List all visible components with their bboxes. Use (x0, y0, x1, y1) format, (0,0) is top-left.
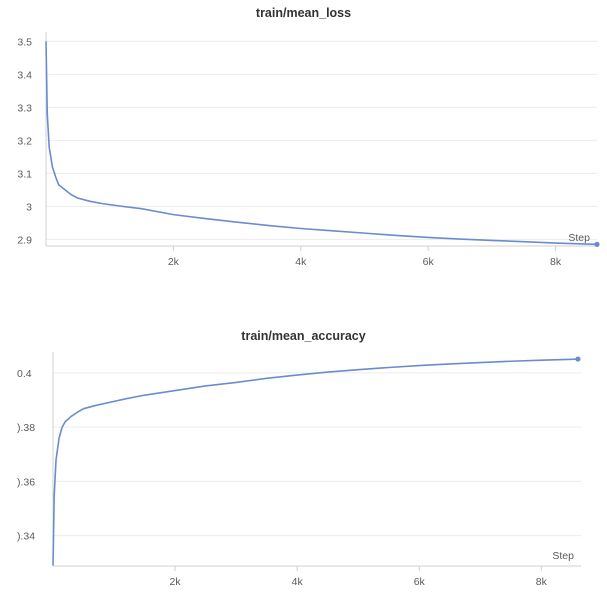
loss-x-tick-label: 6k (423, 256, 435, 268)
accuracy-last-point (575, 356, 581, 362)
accuracy-chart: ).34 ).36 ).38 0.4 2k 4k 6k 8k Step (17, 352, 581, 588)
loss-y-tick-label: 3.2 (17, 135, 32, 147)
accuracy-y-tick-label: ).38 (17, 422, 35, 434)
accuracy-y-tick-label: ).36 (17, 476, 35, 488)
accuracy-chart-title: train/mean_accuracy (241, 329, 366, 343)
accuracy-x-axis-label: Step (552, 550, 574, 562)
loss-y-tick-label: 3 (26, 201, 32, 213)
accuracy-x-tick-label: 2k (170, 576, 182, 588)
loss-y-tick-label: 3.1 (17, 168, 32, 180)
loss-x-tick-label: 2k (168, 256, 180, 268)
loss-x-tick-label: 4k (295, 256, 307, 268)
loss-y-tick-label: 3.4 (17, 69, 32, 81)
accuracy-x-tick-label: 8k (536, 576, 548, 588)
loss-y-tick-label: 2.9 (17, 234, 32, 246)
loss-last-point (594, 241, 600, 247)
loss-y-tick-label: 3.3 (17, 102, 32, 114)
loss-chart: 2.9 3 3.1 3.2 3.3 3.4 3.5 2k 4k 6k 8k Step (17, 32, 600, 268)
accuracy-series-line (52, 358, 578, 566)
loss-chart-panel: train/mean_loss 2.9 3 3.1 3.2 3.3 3.4 3.5 2k 4k 6… (0, 0, 607, 290)
loss-series-line (45, 41, 598, 246)
accuracy-y-tick-label: ).34 (17, 531, 35, 543)
accuracy-x-tick-label: 4k (292, 576, 304, 588)
loss-chart-title: train/mean_loss (255, 6, 352, 20)
loss-x-tick-label: 8k (550, 256, 562, 268)
loss-y-tick-label: 3.5 (17, 36, 32, 48)
accuracy-x-tick-label: 6k (414, 576, 426, 588)
accuracy-chart-panel: train/mean_accuracy ).34 ).36 ).38 0.4 2k 4k 6… (0, 320, 607, 603)
accuracy-y-tick-label: 0.4 (17, 368, 32, 380)
loss-x-axis-label: Step (568, 232, 590, 244)
